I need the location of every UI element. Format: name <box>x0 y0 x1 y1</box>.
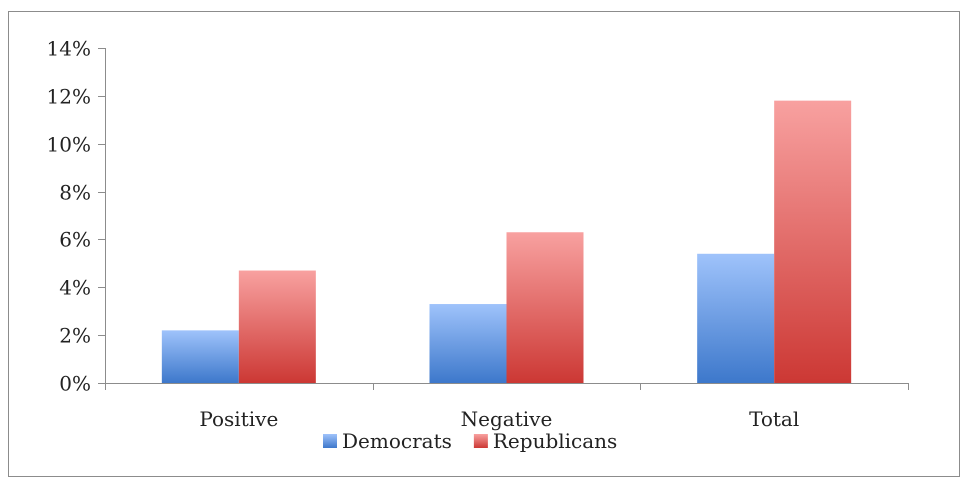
y-tick-label: 6% <box>59 228 91 252</box>
y-axis: 0% 2% 4% 6% 8% 10% 12% 14% <box>47 37 106 396</box>
x-category-label: Negative <box>461 407 553 431</box>
legend-label-republicans: Republicans <box>493 429 617 453</box>
legend-label-democrats: Democrats <box>342 429 452 453</box>
legend-swatch-democrats <box>323 434 337 448</box>
bars <box>161 100 852 384</box>
bar-democrats-total <box>697 253 775 383</box>
y-tick-label: 8% <box>59 181 91 205</box>
x-axis: Positive Negative Total <box>105 383 909 431</box>
y-tick-label: 14% <box>47 37 91 61</box>
bar-democrats-positive <box>161 330 239 383</box>
x-category-label: Positive <box>199 407 278 431</box>
legend-swatch-republicans <box>473 434 488 448</box>
y-tick-label: 12% <box>47 85 91 109</box>
x-category-label: Total <box>749 407 799 431</box>
bar-republicans-positive <box>238 270 316 383</box>
bar-democrats-negative <box>429 304 507 383</box>
y-tick-label: 2% <box>59 324 91 348</box>
bar-republicans-negative <box>506 232 584 383</box>
y-tick-label: 10% <box>47 133 91 157</box>
y-tick-label: 4% <box>59 276 91 300</box>
legend: Democrats Republicans <box>323 429 617 453</box>
bar-republicans-total <box>774 100 852 384</box>
y-tick-label: 0% <box>59 372 91 396</box>
